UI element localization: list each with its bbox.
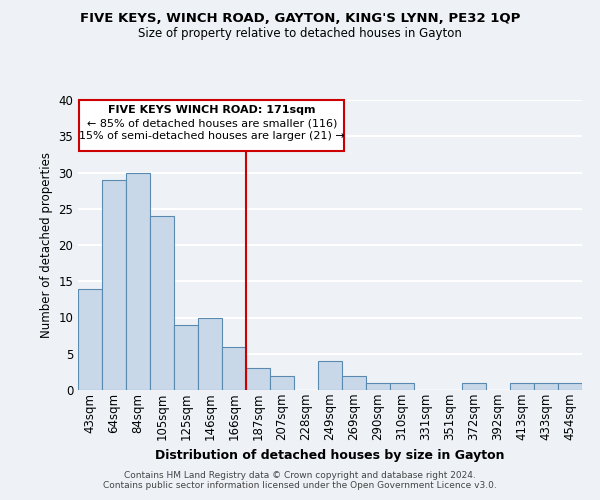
- Bar: [198, 318, 222, 390]
- Text: FIVE KEYS WINCH ROAD: 171sqm: FIVE KEYS WINCH ROAD: 171sqm: [108, 105, 316, 115]
- Text: FIVE KEYS, WINCH ROAD, GAYTON, KING'S LYNN, PE32 1QP: FIVE KEYS, WINCH ROAD, GAYTON, KING'S LY…: [80, 12, 520, 26]
- Text: Size of property relative to detached houses in Gayton: Size of property relative to detached ho…: [138, 28, 462, 40]
- Bar: [534, 383, 558, 390]
- Bar: [126, 172, 150, 390]
- Bar: [510, 383, 534, 390]
- Bar: [78, 288, 102, 390]
- Bar: [558, 383, 582, 390]
- Bar: [366, 383, 390, 390]
- Bar: [150, 216, 174, 390]
- Bar: [174, 325, 198, 390]
- Bar: [318, 361, 342, 390]
- Bar: [102, 180, 126, 390]
- FancyBboxPatch shape: [79, 100, 344, 151]
- Text: 15% of semi-detached houses are larger (21) →: 15% of semi-detached houses are larger (…: [79, 131, 344, 141]
- Bar: [270, 376, 294, 390]
- Bar: [390, 383, 414, 390]
- Text: Contains HM Land Registry data © Crown copyright and database right 2024.
Contai: Contains HM Land Registry data © Crown c…: [103, 470, 497, 490]
- Bar: [342, 376, 366, 390]
- Bar: [462, 383, 486, 390]
- Y-axis label: Number of detached properties: Number of detached properties: [40, 152, 53, 338]
- Bar: [246, 368, 270, 390]
- X-axis label: Distribution of detached houses by size in Gayton: Distribution of detached houses by size …: [155, 448, 505, 462]
- Text: ← 85% of detached houses are smaller (116): ← 85% of detached houses are smaller (11…: [86, 118, 337, 128]
- Bar: [222, 346, 246, 390]
